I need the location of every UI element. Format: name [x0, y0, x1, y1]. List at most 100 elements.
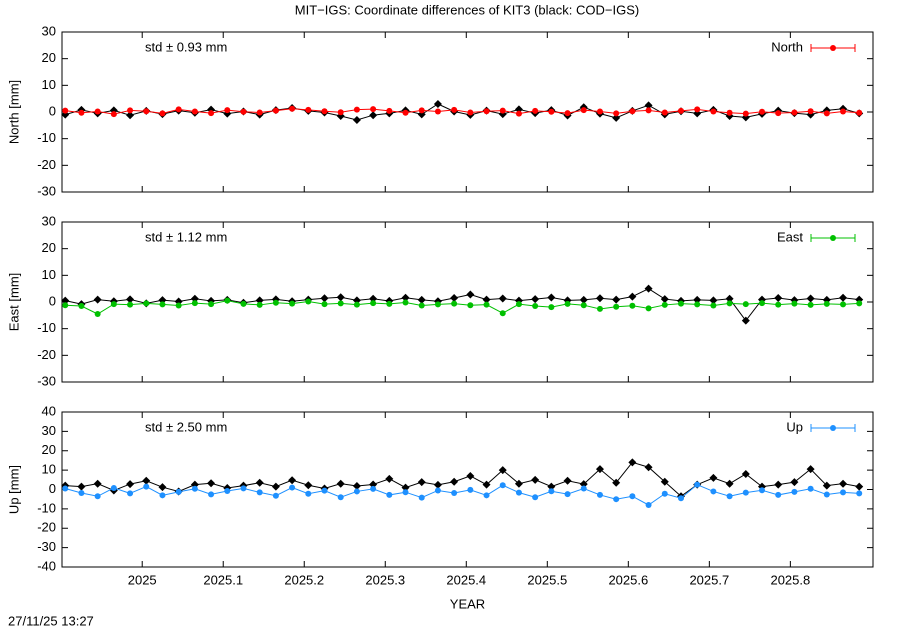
y-tick-label: -20	[37, 347, 56, 362]
data-point	[352, 116, 361, 124]
legend-label: North	[771, 39, 803, 54]
data-point	[579, 295, 588, 304]
data-point	[709, 473, 718, 482]
data-point	[823, 110, 830, 117]
data-point	[498, 294, 507, 303]
data-point	[418, 107, 425, 114]
data-point	[775, 491, 782, 498]
data-point	[660, 295, 669, 304]
y-tick-label: -10	[37, 320, 56, 335]
data-point	[629, 108, 636, 115]
y-tick-label: -10	[37, 130, 56, 145]
data-point	[320, 294, 329, 303]
data-point	[741, 316, 750, 325]
data-point	[93, 479, 102, 488]
y-tick-label: 0	[49, 481, 56, 496]
data-point	[595, 465, 604, 474]
data-point	[791, 109, 798, 116]
data-point	[515, 110, 522, 117]
x-tick-label: 2025.7	[689, 572, 729, 587]
data-point	[386, 300, 393, 307]
data-point	[483, 492, 490, 499]
data-point	[596, 491, 603, 498]
data-point	[612, 478, 621, 487]
data-point	[726, 109, 733, 116]
x-tick-label: 2025.6	[608, 572, 648, 587]
data-point	[710, 302, 717, 309]
data-point	[93, 295, 102, 304]
x-axis-label: YEAR	[450, 596, 485, 611]
data-point	[175, 106, 182, 113]
data-point	[839, 479, 848, 488]
data-point	[402, 489, 409, 496]
data-point	[628, 458, 637, 467]
data-point	[256, 109, 263, 116]
legend-marker	[830, 235, 836, 241]
data-point	[401, 293, 410, 302]
data-point	[208, 110, 215, 117]
data-point	[352, 296, 361, 305]
data-point	[790, 478, 799, 487]
data-point	[159, 492, 166, 499]
data-point	[855, 482, 864, 491]
data-point	[791, 488, 798, 495]
data-point	[514, 105, 523, 114]
data-point	[483, 108, 490, 115]
data-point	[127, 301, 134, 308]
data-point	[644, 463, 653, 472]
data-point	[807, 108, 814, 115]
data-point	[289, 484, 296, 491]
data-point	[336, 293, 345, 302]
data-point	[661, 490, 668, 497]
y-tick-label: 10	[42, 77, 56, 92]
data-point	[272, 299, 279, 306]
data-point	[451, 106, 458, 113]
data-point	[547, 482, 556, 491]
data-point	[272, 107, 279, 114]
y-axis-label: North [mm]	[6, 80, 21, 144]
data-point	[433, 100, 442, 108]
y-tick-label: 30	[42, 213, 56, 228]
data-point	[532, 107, 539, 114]
data-point	[709, 296, 718, 305]
data-point	[856, 300, 863, 307]
data-point	[822, 481, 831, 490]
data-point	[208, 491, 215, 498]
data-point	[644, 101, 653, 110]
data-point	[612, 113, 621, 122]
data-point	[143, 108, 150, 115]
y-tick-label: 10	[42, 462, 56, 477]
data-point	[499, 107, 506, 114]
data-point	[158, 296, 167, 305]
data-point	[191, 108, 198, 115]
data-point	[305, 298, 312, 305]
annotation: std ± 1.12 mm	[145, 229, 227, 244]
data-point	[547, 293, 556, 302]
data-point	[613, 303, 620, 310]
data-point	[369, 111, 378, 120]
data-point	[595, 294, 604, 303]
data-point	[710, 108, 717, 115]
data-point	[710, 488, 717, 495]
data-point	[774, 294, 783, 302]
data-point	[532, 494, 539, 501]
data-point	[61, 296, 70, 305]
y-axis-label: Up [mm]	[6, 465, 21, 514]
legend-marker	[830, 45, 836, 51]
data-point	[548, 488, 555, 495]
data-point	[482, 480, 491, 489]
data-point	[142, 476, 151, 485]
data-point	[774, 480, 783, 489]
data-point	[791, 300, 798, 307]
data-point	[321, 301, 328, 308]
data-point	[726, 493, 733, 500]
data-point	[434, 487, 441, 494]
data-point	[564, 110, 571, 117]
data-point	[823, 300, 830, 307]
data-point	[94, 108, 101, 115]
data-point	[434, 301, 441, 308]
data-point	[483, 301, 490, 308]
data-point	[272, 492, 279, 499]
data-point	[677, 300, 684, 307]
